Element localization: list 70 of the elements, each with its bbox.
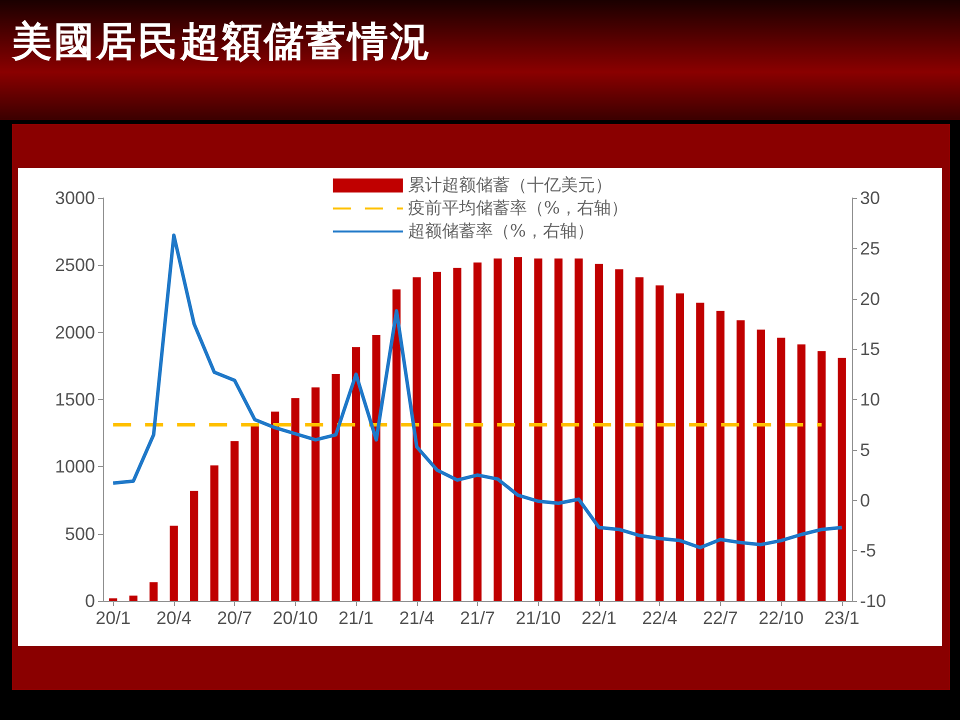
bar [210, 465, 218, 601]
x-tick-label: 22/10 [758, 608, 804, 628]
legend-label: 累计超额储蓄（十亿美元） [408, 176, 612, 196]
x-tick-label: 23/1 [824, 608, 860, 628]
x-tick-label: 20/10 [272, 608, 318, 628]
bar [392, 289, 401, 601]
bar [250, 425, 259, 601]
y2-tick-label: 10 [860, 390, 880, 410]
bar [514, 257, 522, 601]
y-tick-label: 0 [84, 591, 95, 611]
bar [312, 387, 320, 601]
bar [453, 268, 462, 601]
bar [129, 596, 138, 601]
bar [332, 374, 340, 601]
y-tick-label: 500 [64, 524, 95, 544]
bar [412, 277, 421, 601]
bar [190, 490, 198, 601]
bar [676, 293, 684, 601]
y-tick-label: 2000 [54, 322, 95, 342]
bar [838, 358, 846, 601]
y2-tick-label: -10 [860, 591, 886, 611]
x-tick-label: 21/7 [460, 608, 496, 628]
y-tick-label: 1000 [54, 456, 95, 477]
y-tick-label: 1500 [54, 390, 95, 410]
y2-tick-label: 15 [860, 339, 880, 360]
x-tick-label: 22/1 [581, 608, 616, 628]
bar [756, 330, 765, 601]
chart-title: 美國居民超額儲蓄情況 [12, 18, 432, 67]
bar [574, 258, 583, 601]
x-tick-label: 22/7 [702, 608, 738, 628]
x-tick-label: 20/4 [156, 608, 192, 628]
bar [473, 262, 482, 601]
bar [291, 398, 300, 601]
y2-tick-label: 0 [860, 490, 870, 510]
bar [432, 272, 442, 601]
legend-label: 疫前平均储蓄率（%，右轴） [408, 198, 628, 218]
bar [797, 344, 806, 601]
x-tick-label: 21/1 [338, 608, 374, 628]
bar [534, 258, 542, 601]
y2-tick-label: 5 [860, 440, 870, 460]
y-tick-label: 2500 [54, 255, 95, 276]
legend-label: 超额储蓄率（%，右轴） [408, 222, 594, 242]
bar [736, 320, 745, 601]
y-tick-label: 3000 [54, 188, 95, 208]
bar [109, 598, 118, 601]
y2-tick-label: -5 [860, 540, 876, 561]
bar [716, 310, 724, 601]
bar [494, 258, 502, 601]
bar [635, 277, 644, 601]
y2-tick-label: 20 [860, 288, 880, 309]
bar [230, 441, 239, 601]
bar [594, 264, 604, 601]
bar [170, 526, 178, 601]
bar [271, 412, 280, 601]
bar [696, 302, 704, 601]
x-tick-label: 21/10 [516, 608, 561, 628]
bar [777, 338, 786, 601]
x-tick-label: 22/4 [642, 608, 678, 628]
bar [372, 335, 380, 601]
bar [615, 269, 624, 601]
x-tick-label: 20/7 [217, 608, 252, 628]
bar [554, 258, 563, 601]
bar [818, 351, 826, 601]
bar [656, 285, 664, 601]
bar [150, 582, 158, 601]
y2-tick-label: 25 [860, 238, 880, 258]
x-tick-label: 20/1 [96, 608, 131, 628]
bar [352, 347, 360, 601]
y2-tick-label: 30 [860, 188, 880, 208]
x-tick-label: 21/4 [399, 608, 434, 628]
